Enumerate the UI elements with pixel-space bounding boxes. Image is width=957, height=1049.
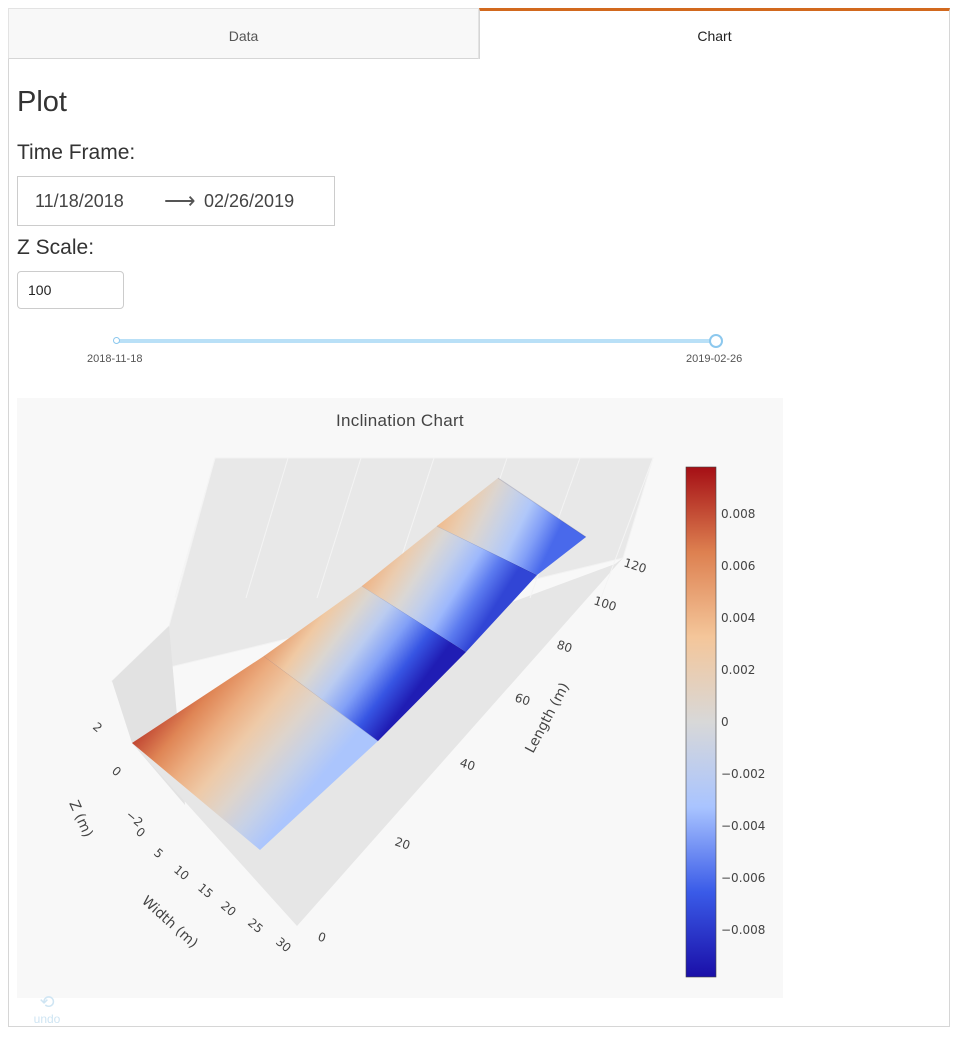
surface-panel xyxy=(264,586,466,741)
date-range-picker[interactable]: 11/18/2018 ⟶ 02/26/2019 xyxy=(17,176,335,226)
start-date-input[interactable]: 11/18/2018 xyxy=(35,191,124,211)
colorbar-tick-label: 0.008 xyxy=(721,507,755,521)
colorbar: 0.008 0.006 0.004 0.002 0 −0.002 −0.004 −0.006 −… xyxy=(685,466,765,978)
colorbar-tick-label: 0.006 xyxy=(721,559,755,573)
y-tick-label: 120 xyxy=(622,556,648,576)
grid-line xyxy=(174,457,216,599)
undo-label: undo xyxy=(33,1012,61,1026)
surface-panel xyxy=(132,656,378,850)
x-tick-label: 30 xyxy=(273,935,294,956)
colorbar-gradient xyxy=(685,466,717,978)
tab-data[interactable]: Data xyxy=(8,8,479,59)
tab-bar: Data Chart xyxy=(8,8,950,60)
z-scale-input[interactable] xyxy=(17,271,124,309)
chart-title: Inclination Chart xyxy=(336,411,464,430)
colorbar-tick-label: −0.008 xyxy=(721,923,765,937)
y-axis-title: Length (m) xyxy=(522,680,572,756)
colorbar-tick-label: −0.004 xyxy=(721,819,765,833)
inclination-chart[interactable]: Inclination Chart 0 5 10 15 20 25 30 0 20 40 60 80 1… xyxy=(17,398,783,998)
y-tick-label: 100 xyxy=(592,594,618,614)
y-tick-label: 20 xyxy=(393,835,412,853)
time-frame-label: Time Frame: xyxy=(17,141,136,164)
slider-max-label: 2019-02-26 xyxy=(686,353,743,365)
arrow-right-icon: ⟶ xyxy=(164,188,196,213)
x-tick-label: 15 xyxy=(195,881,216,902)
grid-line xyxy=(600,457,654,599)
y-tick-label: 0 xyxy=(316,930,328,946)
z-tick-label: 0 xyxy=(109,764,124,780)
surface-panel xyxy=(362,526,537,652)
y-tick-label: 80 xyxy=(555,638,574,656)
surface-panel xyxy=(437,478,586,575)
surface-mesh xyxy=(132,477,587,850)
grid-line xyxy=(245,457,289,599)
undo-icon: ⟲ xyxy=(39,992,55,1012)
tab-chart[interactable]: Chart xyxy=(479,8,950,59)
surface-seam xyxy=(497,477,587,538)
colorbar-tick-label: 0 xyxy=(721,715,729,729)
end-date-input[interactable]: 02/26/2019 xyxy=(204,191,295,211)
x-tick-label: 5 xyxy=(151,846,166,862)
y-tick-label: 60 xyxy=(513,691,532,709)
x-axis-title: Width (m) xyxy=(138,893,200,952)
z-tick-label: 2 xyxy=(90,720,105,736)
y-tick-label: 40 xyxy=(458,756,477,774)
z-axis-title: Z (m) xyxy=(65,798,95,840)
date-slider-track[interactable] xyxy=(117,339,717,343)
colorbar-tick-label: 0.002 xyxy=(721,663,755,677)
x-tick-label: 10 xyxy=(171,863,192,884)
colorbar-tick-label: 0.004 xyxy=(721,611,755,625)
grid-line xyxy=(316,457,362,599)
colorbar-tick-label: −0.006 xyxy=(721,871,765,885)
undo-button[interactable]: ⟲ undo xyxy=(30,992,64,1026)
slider-end-handle[interactable] xyxy=(709,334,723,348)
x-tick-label: 25 xyxy=(245,916,266,937)
page-title: Plot xyxy=(17,86,67,118)
x-tick-label: 20 xyxy=(218,899,239,920)
z-scale-label: Z Scale: xyxy=(17,236,95,259)
slider-min-label: 2018-11-18 xyxy=(87,353,143,365)
colorbar-tick-label: −0.002 xyxy=(721,767,765,781)
slider-start-handle[interactable] xyxy=(113,337,120,344)
